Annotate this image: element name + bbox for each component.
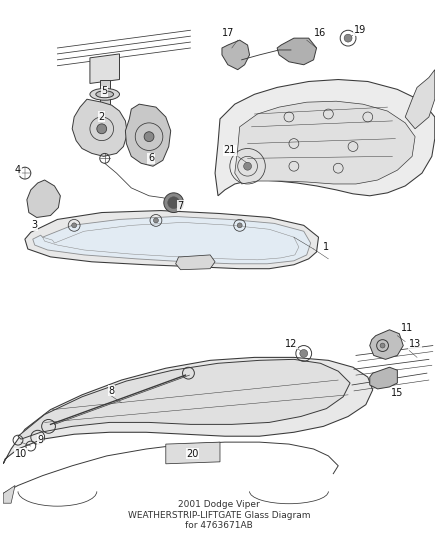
Text: 19: 19 bbox=[354, 25, 366, 35]
Text: 8: 8 bbox=[109, 386, 115, 396]
Polygon shape bbox=[27, 180, 60, 217]
Polygon shape bbox=[405, 70, 435, 129]
Polygon shape bbox=[235, 101, 415, 184]
Circle shape bbox=[244, 162, 251, 170]
Polygon shape bbox=[3, 486, 15, 503]
Polygon shape bbox=[125, 104, 171, 166]
Circle shape bbox=[72, 223, 77, 228]
Polygon shape bbox=[3, 358, 373, 464]
Text: 7: 7 bbox=[177, 200, 184, 211]
Circle shape bbox=[164, 193, 184, 213]
Polygon shape bbox=[277, 38, 317, 64]
Text: 4: 4 bbox=[15, 165, 21, 175]
Circle shape bbox=[153, 218, 159, 223]
Text: 1: 1 bbox=[323, 242, 329, 252]
Text: 5: 5 bbox=[102, 86, 108, 96]
Text: 21: 21 bbox=[224, 146, 236, 156]
Text: 15: 15 bbox=[391, 388, 403, 398]
Polygon shape bbox=[100, 79, 110, 109]
Text: 13: 13 bbox=[409, 338, 421, 349]
Text: 10: 10 bbox=[15, 449, 27, 459]
Text: 3: 3 bbox=[32, 220, 38, 230]
Text: 20: 20 bbox=[186, 449, 198, 459]
Polygon shape bbox=[370, 330, 403, 359]
Text: 9: 9 bbox=[38, 435, 44, 445]
Polygon shape bbox=[90, 54, 120, 84]
Polygon shape bbox=[215, 79, 435, 196]
Ellipse shape bbox=[90, 88, 120, 100]
Text: 11: 11 bbox=[401, 323, 413, 333]
Polygon shape bbox=[18, 359, 350, 439]
Polygon shape bbox=[222, 40, 250, 70]
Circle shape bbox=[237, 223, 242, 228]
Text: 2001 Dodge Viper
WEATHERSTRIP-LIFTGATE Glass Diagram
for 4763671AB: 2001 Dodge Viper WEATHERSTRIP-LIFTGATE G… bbox=[128, 500, 310, 530]
Polygon shape bbox=[25, 211, 318, 269]
Circle shape bbox=[300, 350, 307, 358]
Text: 2: 2 bbox=[99, 112, 105, 122]
Circle shape bbox=[380, 343, 385, 348]
Text: 12: 12 bbox=[285, 338, 297, 349]
Text: 6: 6 bbox=[148, 154, 154, 163]
Circle shape bbox=[344, 34, 352, 42]
Polygon shape bbox=[166, 442, 220, 464]
Polygon shape bbox=[33, 216, 311, 264]
Polygon shape bbox=[176, 255, 215, 270]
Circle shape bbox=[144, 132, 154, 142]
Text: 16: 16 bbox=[314, 28, 327, 38]
Circle shape bbox=[168, 197, 180, 208]
Ellipse shape bbox=[96, 91, 113, 98]
Circle shape bbox=[97, 124, 107, 134]
Text: 17: 17 bbox=[222, 28, 234, 38]
Polygon shape bbox=[72, 99, 127, 156]
Polygon shape bbox=[370, 367, 397, 389]
